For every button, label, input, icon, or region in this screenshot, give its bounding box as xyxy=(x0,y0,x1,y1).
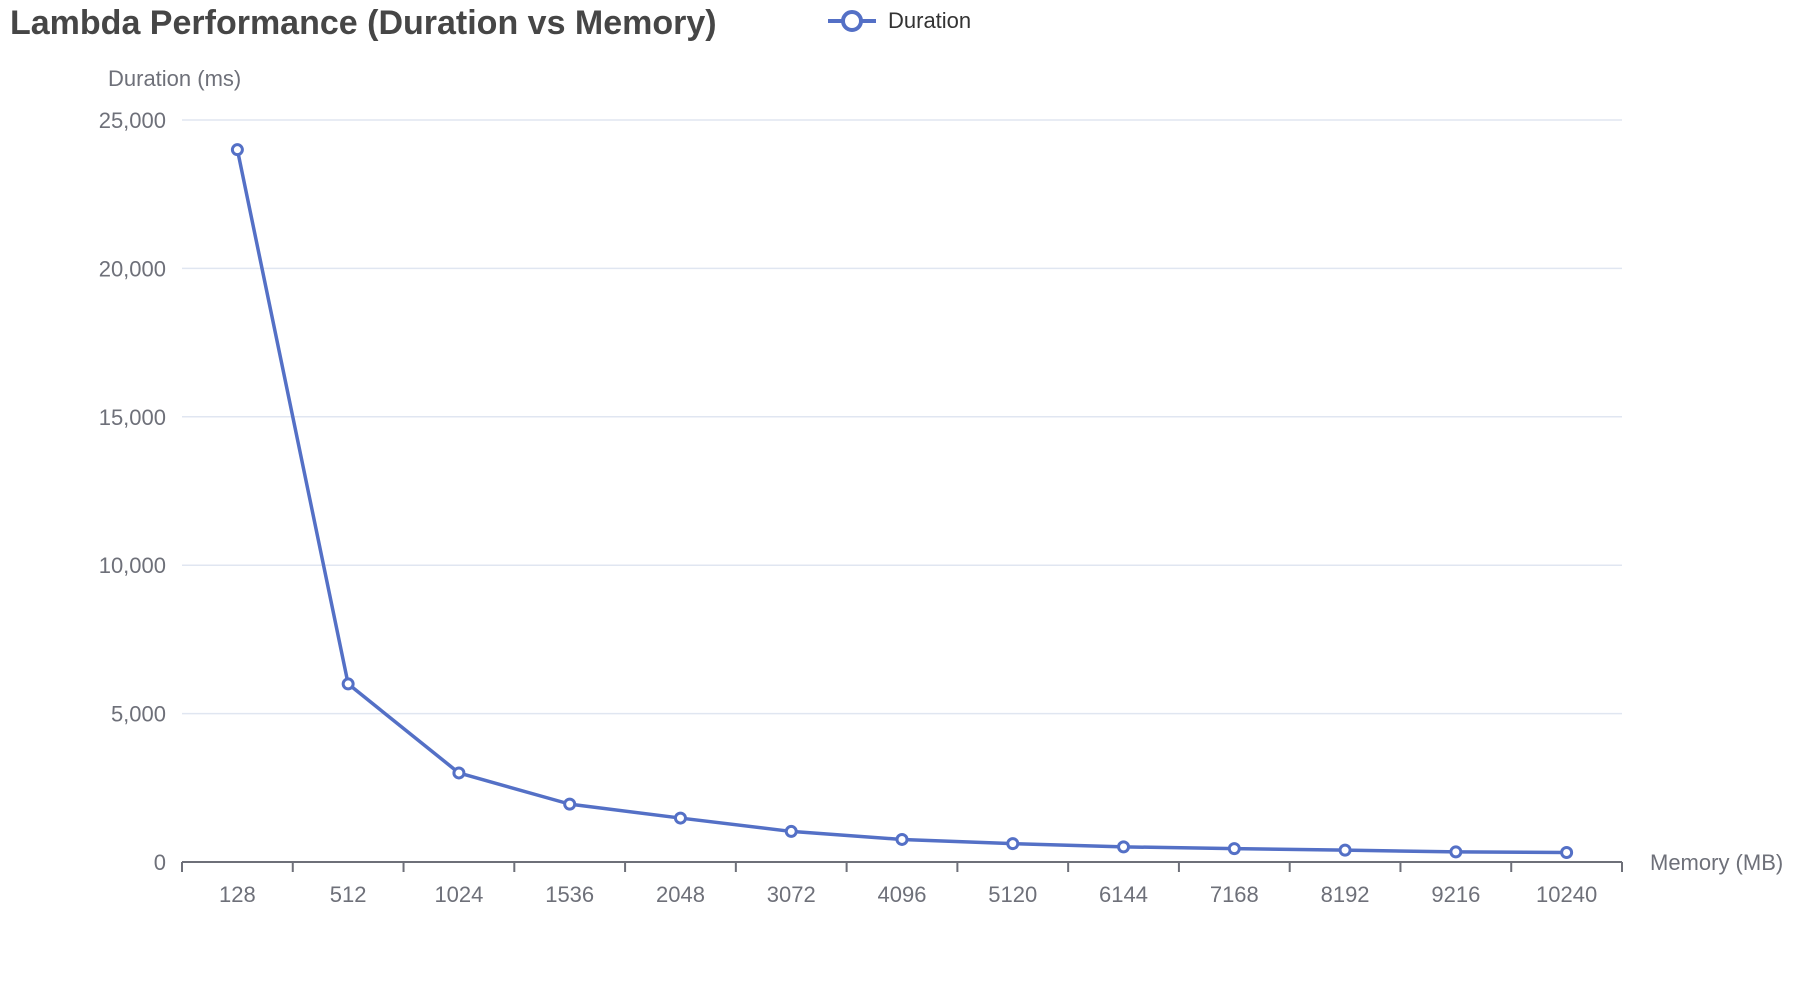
x-axis xyxy=(181,861,1623,872)
legend-line-circle-icon xyxy=(828,10,876,32)
legend-label: Duration xyxy=(888,8,972,33)
y-tick-label: 10,000 xyxy=(99,553,166,578)
data-point[interactable] xyxy=(1338,843,1352,857)
data-point[interactable] xyxy=(784,824,798,838)
grid-lines xyxy=(182,119,1622,715)
y-tick-label: 5,000 xyxy=(111,702,166,727)
x-tick-label: 128 xyxy=(219,882,256,907)
data-point[interactable] xyxy=(673,811,687,825)
x-tick-label: 4096 xyxy=(878,882,927,907)
data-point[interactable] xyxy=(230,143,244,157)
x-tick-label: 512 xyxy=(330,882,367,907)
y-tick-label: 15,000 xyxy=(99,405,166,430)
x-axis-label: Memory (MB) xyxy=(1650,850,1783,875)
x-tick-label: 10240 xyxy=(1536,882,1597,907)
y-tick-label: 25,000 xyxy=(99,108,166,133)
chart-title: Lambda Performance (Duration vs Memory) xyxy=(10,4,717,42)
data-point[interactable] xyxy=(452,766,466,780)
x-tick-label: 1024 xyxy=(434,882,483,907)
y-tick-labels: 0 5,000 10,000 15,000 20,000 25,000 xyxy=(99,108,166,875)
data-point[interactable] xyxy=(1227,842,1241,856)
data-point[interactable] xyxy=(1006,837,1020,851)
series-duration xyxy=(230,143,1574,860)
y-tick-label: 20,000 xyxy=(99,256,166,281)
data-point[interactable] xyxy=(341,677,355,691)
x-tick-label: 3072 xyxy=(767,882,816,907)
x-tick-label: 9216 xyxy=(1431,882,1480,907)
x-tick-labels: 128 512 1024 1536 2048 3072 4096 5120 6144 7168 81… xyxy=(219,882,1597,907)
y-tick-label: 0 xyxy=(154,850,166,875)
legend[interactable]: Duration xyxy=(826,8,971,34)
data-point[interactable] xyxy=(1117,840,1131,854)
x-tick-label: 7168 xyxy=(1210,882,1259,907)
x-tick-label: 6144 xyxy=(1099,882,1148,907)
series-line xyxy=(235,149,1567,855)
data-point[interactable] xyxy=(563,797,577,811)
x-tick-label: 5120 xyxy=(988,882,1037,907)
data-point[interactable] xyxy=(895,832,909,846)
y-axis-label: Duration (ms) xyxy=(108,66,241,91)
data-point[interactable] xyxy=(1560,846,1574,860)
data-point[interactable] xyxy=(1449,845,1463,859)
x-tick-label: 8192 xyxy=(1321,882,1370,907)
x-tick-label: 1536 xyxy=(545,882,594,907)
x-tick-label: 2048 xyxy=(656,882,705,907)
